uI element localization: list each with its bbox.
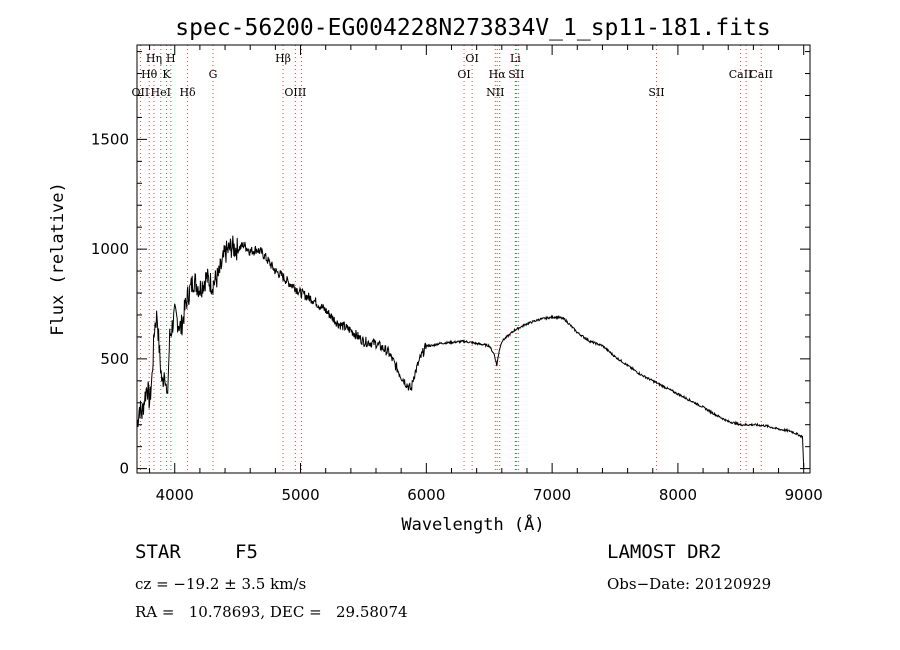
x-tick-label-1: 5000: [281, 486, 319, 504]
y-tick-label-2: 1000: [91, 240, 129, 258]
spectral-line-label-16: Li: [510, 52, 521, 65]
spectral-line-label-11: OI: [457, 68, 470, 81]
spectral-line-label-20: CaII: [729, 68, 753, 81]
spectral-line-label-2: Hη: [146, 52, 162, 65]
survey-name: LAMOST DR2: [607, 541, 722, 563]
spectral-line-label-3: HeI: [151, 86, 171, 99]
y-tick-label-1: 500: [100, 350, 129, 368]
x-tick-label-2: 6000: [407, 486, 445, 504]
object-class: STAR: [135, 541, 181, 563]
spectral-line-label-14: Hα: [489, 68, 507, 81]
plot-frame: [136, 44, 811, 474]
spectral-line-label-5: H: [166, 52, 176, 65]
y-tick-label-3: 1500: [91, 130, 129, 148]
object-subclass: F5: [235, 541, 258, 563]
spectral-line-label-9: OIII: [284, 86, 306, 99]
y-axis-ticks: 0 500 1000 1500: [91, 51, 810, 478]
spectral-line-label-0: OII: [132, 86, 150, 99]
x-tick-label-5: 9000: [785, 486, 823, 504]
spectral-line-label-6: Hδ: [179, 86, 196, 99]
y-tick-label-0: 0: [119, 460, 129, 478]
spectral-line-label-7: G: [209, 68, 218, 81]
x-tick-label-3: 7000: [533, 486, 571, 504]
x-axis-ticks: 4000 5000 6000 7000 8000 9000: [149, 45, 823, 504]
y-axis-label: Flux (relative): [48, 182, 68, 336]
redshift-velocity: cz = −19.2 ± 3.5 km/s: [135, 575, 307, 593]
chart-title: spec-56200-EG004228N273834V_1_sp11-181.f…: [175, 15, 770, 41]
spectral-line-label-1: Hθ: [141, 68, 158, 81]
spectral-line-label-22: CaII: [749, 68, 773, 81]
x-tick-label-4: 8000: [659, 486, 697, 504]
spectral-line-label-13: NII: [486, 86, 504, 99]
spectral-line-label-8: Hβ: [275, 52, 291, 65]
observation-date: Obs−Date: 20120929: [607, 575, 772, 593]
spectral-line-label-12: OI: [465, 52, 478, 65]
x-axis-label: Wavelength (Å): [401, 513, 544, 535]
spectral-line-label-17: SII: [508, 68, 524, 81]
spectral-line-label-19: SII: [648, 86, 664, 99]
spectral-line-markers: [139, 45, 762, 473]
spectral-line-label-4: K: [162, 68, 171, 81]
ra-dec-coordinates: RA = 10.78693, DEC = 29.58074: [135, 603, 408, 621]
spectrum-series-line: [136, 235, 805, 468]
x-tick-label-0: 4000: [156, 486, 194, 504]
